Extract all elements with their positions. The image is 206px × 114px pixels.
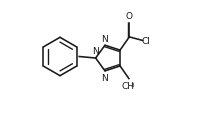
Text: N: N (101, 74, 108, 83)
Text: N: N (92, 47, 99, 56)
Text: Cl: Cl (142, 37, 150, 46)
Text: O: O (126, 12, 133, 21)
Text: 3: 3 (131, 82, 134, 87)
Text: CH: CH (122, 82, 135, 91)
Text: N: N (101, 34, 108, 43)
